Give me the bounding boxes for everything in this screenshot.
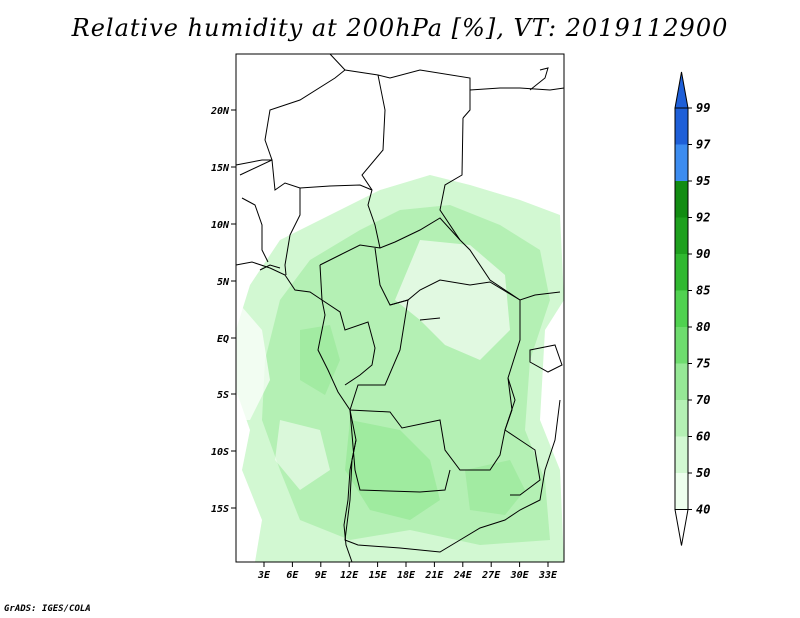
lon-tick-label: 33E bbox=[538, 570, 558, 581]
humidity-shading bbox=[236, 175, 564, 562]
colorbar-segment bbox=[675, 144, 688, 181]
lat-tick-label: 5N bbox=[217, 277, 230, 288]
lon-tick-label: 3E bbox=[257, 570, 271, 581]
lat-tick-label: 15S bbox=[211, 504, 229, 515]
colorbar-segment bbox=[675, 327, 688, 364]
lon-tick-label: 6E bbox=[286, 570, 299, 581]
lon-tick-label: 21E bbox=[424, 570, 444, 581]
colorbar-label: 99 bbox=[696, 101, 710, 115]
colorbar-segment bbox=[675, 217, 688, 254]
lat-tick-label: EQ bbox=[217, 334, 229, 345]
lon-tick-label: 27E bbox=[481, 570, 501, 581]
colorbar-label: 80 bbox=[696, 320, 710, 334]
colorbar-label: 97 bbox=[696, 138, 711, 152]
longitude-axis: 3E 6E 9E 12E 15E 18E 21E 24E 27E 30E 33E bbox=[257, 562, 558, 581]
colorbar-segment bbox=[675, 436, 688, 473]
lon-tick-label: 12E bbox=[340, 570, 359, 581]
colorbar-segment bbox=[675, 363, 688, 400]
lon-tick-label: 24E bbox=[453, 570, 473, 581]
colorbar-label: 60 bbox=[696, 430, 710, 444]
colorbar-label: 90 bbox=[696, 247, 710, 261]
lon-tick-label: 18E bbox=[397, 570, 416, 581]
latitude-axis: 20N 15N 10N 5N EQ 5S 10S 15S bbox=[210, 106, 236, 515]
map-panel bbox=[235, 53, 565, 563]
lat-tick-label: 10S bbox=[211, 447, 229, 458]
lat-tick-label: 15N bbox=[211, 163, 230, 174]
colorbar-label: 75 bbox=[696, 357, 710, 371]
colorbar-segment bbox=[675, 254, 688, 291]
colorbar-segment bbox=[675, 108, 688, 145]
grads-credit: GrADS: IGES/COLA bbox=[4, 604, 91, 614]
colorbar-label: 92 bbox=[696, 211, 710, 225]
colorbar-segment bbox=[675, 473, 688, 510]
colorbar-label: 70 bbox=[696, 393, 710, 407]
colorbar-label: 50 bbox=[696, 466, 710, 480]
colorbar-label: 85 bbox=[696, 284, 710, 298]
colorbar: 99 97 95 92 90 85 80 75 70 60 50 40 bbox=[674, 71, 711, 546]
lon-tick-label: 30E bbox=[510, 570, 530, 581]
map-title: Relative humidity at 200hPa [%], VT: 201… bbox=[71, 14, 729, 42]
lon-tick-label: 15E bbox=[369, 570, 388, 581]
colorbar-segment bbox=[675, 181, 688, 218]
colorbar-label: 95 bbox=[696, 174, 710, 188]
colorbar-top-arrow bbox=[674, 71, 689, 109]
lat-tick-label: 20N bbox=[210, 106, 230, 117]
colorbar-bottom-arrow bbox=[674, 509, 689, 546]
map-frame bbox=[235, 53, 565, 563]
colorbar-frame bbox=[674, 107, 689, 510]
lat-tick-label: 10N bbox=[211, 220, 230, 231]
colorbar-segment bbox=[675, 290, 688, 327]
lat-tick-label: 5S bbox=[217, 390, 229, 401]
country-boundaries bbox=[235, 53, 565, 563]
colorbar-label: 40 bbox=[696, 503, 710, 517]
colorbar-segment bbox=[675, 400, 688, 437]
lon-tick-label: 9E bbox=[315, 570, 328, 581]
